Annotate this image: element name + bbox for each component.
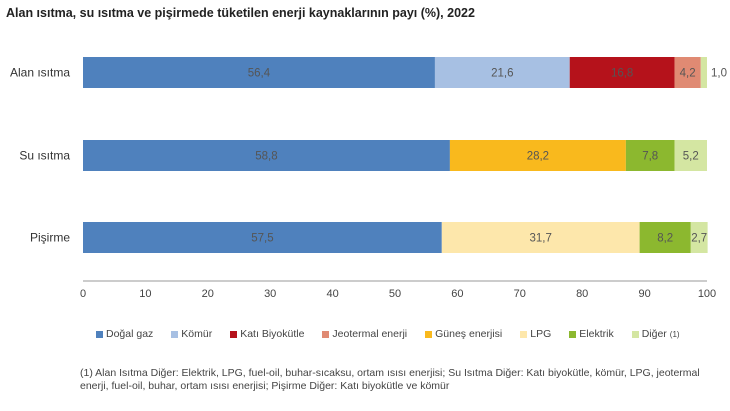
legend-label: Diğer xyxy=(641,328,667,340)
x-tick-label: 60 xyxy=(451,288,463,300)
category-label: Su ısıtma xyxy=(19,149,70,163)
legend-swatch xyxy=(171,330,179,338)
legend-item: LPG xyxy=(520,328,551,340)
legend-swatch xyxy=(425,330,433,338)
legend-item: Güneş enerjisi xyxy=(425,328,502,340)
legend-label: LPG xyxy=(530,328,552,340)
data-label: 58,8 xyxy=(255,151,277,163)
data-label: 57,5 xyxy=(251,233,273,245)
footnote: (1) Alan Isıtma Diğer: Elektrik, LPG, fu… xyxy=(80,367,700,392)
data-label: 7,8 xyxy=(642,151,658,163)
bar-segment xyxy=(690,222,708,253)
x-tick-label: 40 xyxy=(326,288,338,300)
x-tick-label: 100 xyxy=(698,288,716,300)
legend-label: Jeotermal enerji xyxy=(332,328,408,340)
data-label: 56,4 xyxy=(248,68,271,80)
legend-item: Elektrik xyxy=(569,328,614,340)
chart-title: Alan ısıtma, su ısıtma ve pişirmede tüke… xyxy=(6,6,475,20)
x-tick-label: 10 xyxy=(139,288,151,300)
data-label: 31,7 xyxy=(530,233,552,245)
bar-segment xyxy=(674,57,701,88)
legend-swatch xyxy=(96,330,103,338)
bar-segment xyxy=(83,140,450,171)
legend-label: Kömür xyxy=(181,328,213,340)
legend: Doğal gaz Kömür Katı Biyokütle Jeotermal en… xyxy=(96,328,680,340)
bar-segment xyxy=(441,222,640,253)
legend-item: Katı Biyokütle xyxy=(230,328,304,340)
bar-segment xyxy=(569,57,675,88)
data-label: 21,6 xyxy=(491,68,513,80)
x-tick-label: 0 xyxy=(80,288,86,300)
x-tick-label: 50 xyxy=(389,288,401,300)
legend-label: Güneş enerjisi xyxy=(435,328,503,340)
legend-item: Jeotermal enerji xyxy=(322,328,407,340)
legend-item: Kömür xyxy=(171,328,212,340)
data-label: 28,2 xyxy=(527,151,549,163)
bar-segment xyxy=(434,57,570,88)
legend-swatch xyxy=(520,330,528,338)
bar-segment xyxy=(83,57,435,88)
data-label: 16,8 xyxy=(611,68,633,80)
bar-segment xyxy=(449,140,626,171)
legend-label: Doğal gaz xyxy=(106,328,154,340)
legend-swatch xyxy=(322,330,330,338)
bar-segment xyxy=(639,222,691,253)
bar-segment xyxy=(83,222,442,253)
bar-chart: 0 10 20 30 40 50 60 70 80 90 100 Alan ısıtma 56,4 21,… xyxy=(10,57,727,300)
x-tick-label: 90 xyxy=(638,288,650,300)
x-tick-label: 80 xyxy=(576,288,588,300)
legend-swatch xyxy=(631,330,639,338)
legend-footnote-marker: (1) xyxy=(669,329,680,339)
category-label: Alan ısıtma xyxy=(10,66,70,80)
legend-item: Doğal gaz xyxy=(96,328,153,340)
legend-swatch xyxy=(569,330,577,338)
legend-swatch xyxy=(230,330,238,338)
x-tick-label: 30 xyxy=(264,288,276,300)
data-label: 2,7 xyxy=(691,233,707,245)
legend-label: Elektrik xyxy=(579,328,614,340)
bar-segment xyxy=(674,140,707,171)
x-tick-label: 20 xyxy=(202,288,214,300)
data-label: 4,2 xyxy=(680,68,696,80)
bar-segment xyxy=(625,140,675,171)
data-label: 8,2 xyxy=(657,233,673,245)
category-label: Pişirme xyxy=(30,231,70,245)
data-label: 5,2 xyxy=(683,151,699,163)
data-label: 1,0 xyxy=(711,68,727,80)
legend-label: Katı Biyokütle xyxy=(240,328,305,340)
bar-segment xyxy=(700,57,707,88)
x-tick-label: 70 xyxy=(514,288,526,300)
legend-item: Diğer (1) xyxy=(631,328,680,340)
